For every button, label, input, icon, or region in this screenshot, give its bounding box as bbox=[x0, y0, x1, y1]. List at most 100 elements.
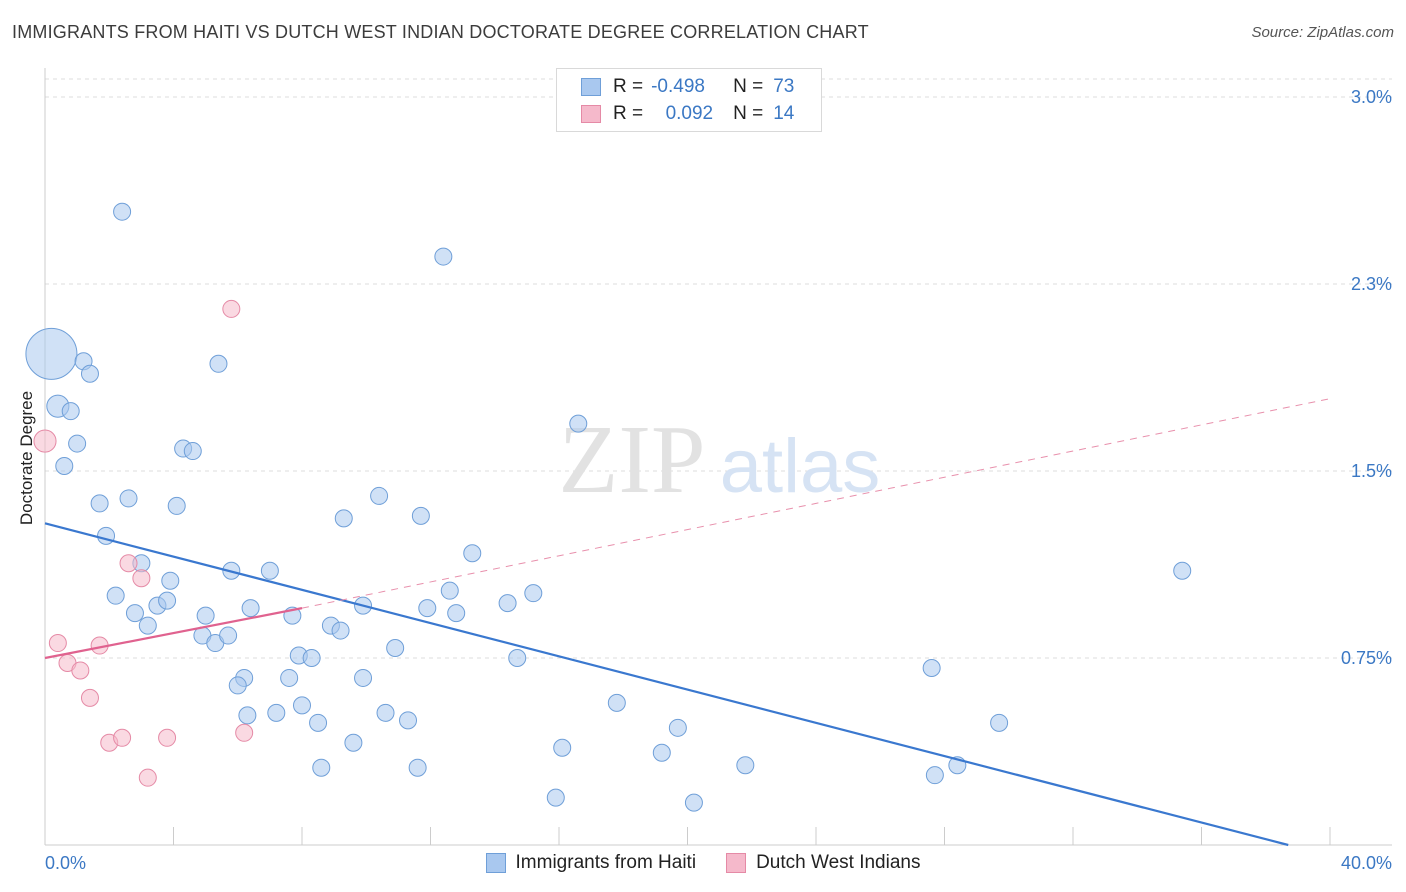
trend-line-haiti bbox=[44, 522, 1289, 847]
data-point-haiti bbox=[260, 561, 279, 580]
data-point-haiti bbox=[125, 604, 144, 623]
legend-row-dutch: R = 0.092 N = 14 bbox=[581, 101, 794, 127]
series-legend: Immigrants from Haiti Dutch West Indians bbox=[0, 852, 1406, 874]
data-point-haiti bbox=[376, 703, 395, 722]
data-point-haiti bbox=[736, 756, 755, 775]
data-point-haiti bbox=[196, 606, 215, 625]
legend-item-haiti: Immigrants from Haiti bbox=[485, 852, 697, 874]
data-point-haiti bbox=[399, 711, 418, 730]
data-point-dutch bbox=[71, 661, 90, 680]
data-point-haiti bbox=[447, 604, 466, 623]
data-point-haiti bbox=[498, 594, 517, 613]
legend-r-value: -0.498 bbox=[651, 76, 705, 97]
data-point-haiti bbox=[267, 703, 286, 722]
legend-n-label: N = bbox=[733, 103, 764, 124]
trend-line-dashed bbox=[301, 398, 1331, 609]
data-point-haiti bbox=[434, 247, 453, 266]
data-point-haiti bbox=[524, 584, 543, 603]
stats-legend: R = -0.498 N = 73 R = 0.092 N = 14 bbox=[556, 68, 822, 132]
watermark-atlas: atlas bbox=[720, 424, 881, 509]
data-point-haiti bbox=[309, 713, 328, 732]
data-point-haiti bbox=[80, 364, 99, 383]
data-point-dutch bbox=[113, 728, 132, 747]
legend-n-value: 14 bbox=[773, 103, 795, 124]
data-point-haiti bbox=[90, 494, 109, 513]
y-tick-label: 0.75% bbox=[1341, 648, 1392, 668]
data-point-dutch bbox=[158, 728, 177, 747]
chart-title: IMMIGRANTS FROM HAITI VS DUTCH WEST INDI… bbox=[12, 22, 869, 42]
y-tick-label: 1.5% bbox=[1351, 461, 1392, 481]
legend-item-dutch: Dutch West Indians bbox=[726, 852, 920, 874]
data-point-haiti bbox=[331, 621, 350, 640]
data-point-haiti bbox=[354, 668, 373, 687]
data-point-haiti bbox=[925, 766, 944, 785]
data-point-haiti bbox=[607, 693, 626, 712]
data-point-haiti bbox=[370, 486, 389, 505]
data-point-dutch bbox=[80, 688, 99, 707]
legend-r-label: R = bbox=[613, 103, 644, 124]
data-point-dutch bbox=[132, 569, 151, 588]
data-point-haiti bbox=[167, 496, 186, 515]
data-point-haiti bbox=[241, 599, 260, 618]
x-tick-label-min: 0.0% bbox=[45, 853, 86, 873]
data-point-haiti bbox=[508, 649, 527, 667]
legend-label-dutch: Dutch West Indians bbox=[756, 852, 921, 873]
legend-label-haiti: Immigrants from Haiti bbox=[515, 852, 697, 873]
data-point-haiti bbox=[408, 758, 427, 777]
data-point-haiti bbox=[411, 506, 430, 525]
data-point-haiti bbox=[546, 788, 565, 807]
data-point-haiti bbox=[228, 676, 247, 695]
data-point-dutch bbox=[222, 299, 241, 318]
data-point-haiti bbox=[161, 571, 180, 590]
y-tick-label: 2.3% bbox=[1351, 274, 1392, 294]
legend-row-haiti: R = -0.498 N = 73 bbox=[581, 74, 794, 100]
legend-n-label: N = bbox=[733, 76, 764, 97]
data-point-haiti bbox=[922, 658, 941, 677]
data-point-haiti bbox=[334, 509, 353, 528]
data-point-haiti bbox=[25, 327, 78, 380]
data-point-haiti bbox=[463, 544, 482, 563]
x-tick-label-max: 40.0% bbox=[1341, 853, 1392, 873]
legend-swatch-haiti bbox=[581, 78, 601, 96]
data-point-haiti bbox=[386, 639, 405, 658]
legend-r-label: R = bbox=[613, 76, 644, 97]
legend-swatch-dutch bbox=[581, 105, 601, 123]
legend-swatch-haiti bbox=[485, 853, 506, 873]
data-point-dutch bbox=[235, 723, 254, 742]
data-point-dutch bbox=[48, 634, 67, 653]
data-point-haiti bbox=[652, 743, 671, 762]
data-point-haiti bbox=[183, 442, 202, 461]
data-point-haiti bbox=[990, 713, 1009, 732]
source-label: Source: ZipAtlas.com bbox=[1251, 24, 1394, 41]
legend-swatch-dutch bbox=[726, 853, 747, 873]
data-point-haiti bbox=[1173, 561, 1192, 580]
data-point-haiti bbox=[553, 738, 572, 757]
legend-r-value: 0.092 bbox=[665, 103, 714, 124]
data-point-haiti bbox=[312, 758, 331, 777]
data-point-haiti bbox=[55, 457, 74, 476]
trend-line-dutch bbox=[44, 607, 303, 660]
data-point-haiti bbox=[302, 649, 321, 667]
data-point-haiti bbox=[569, 414, 588, 433]
data-point-haiti bbox=[418, 599, 437, 618]
data-point-haiti bbox=[344, 733, 363, 752]
data-point-dutch bbox=[119, 554, 138, 573]
data-point-haiti bbox=[119, 489, 138, 508]
data-point-dutch bbox=[33, 429, 57, 453]
data-point-haiti bbox=[158, 591, 177, 610]
data-point-haiti bbox=[668, 718, 687, 737]
data-point-haiti bbox=[61, 402, 80, 421]
legend-n-value: 73 bbox=[773, 76, 795, 97]
data-point-haiti bbox=[293, 696, 311, 715]
data-point-haiti bbox=[440, 581, 459, 600]
data-point-haiti bbox=[68, 434, 87, 453]
data-point-haiti bbox=[684, 793, 703, 812]
data-point-haiti bbox=[238, 706, 257, 725]
data-point-haiti bbox=[138, 616, 157, 635]
y-tick-label: 3.0% bbox=[1351, 87, 1392, 107]
data-point-haiti bbox=[219, 626, 238, 645]
data-point-haiti bbox=[209, 354, 228, 373]
data-point-haiti bbox=[106, 586, 125, 605]
data-point-haiti bbox=[113, 202, 132, 221]
